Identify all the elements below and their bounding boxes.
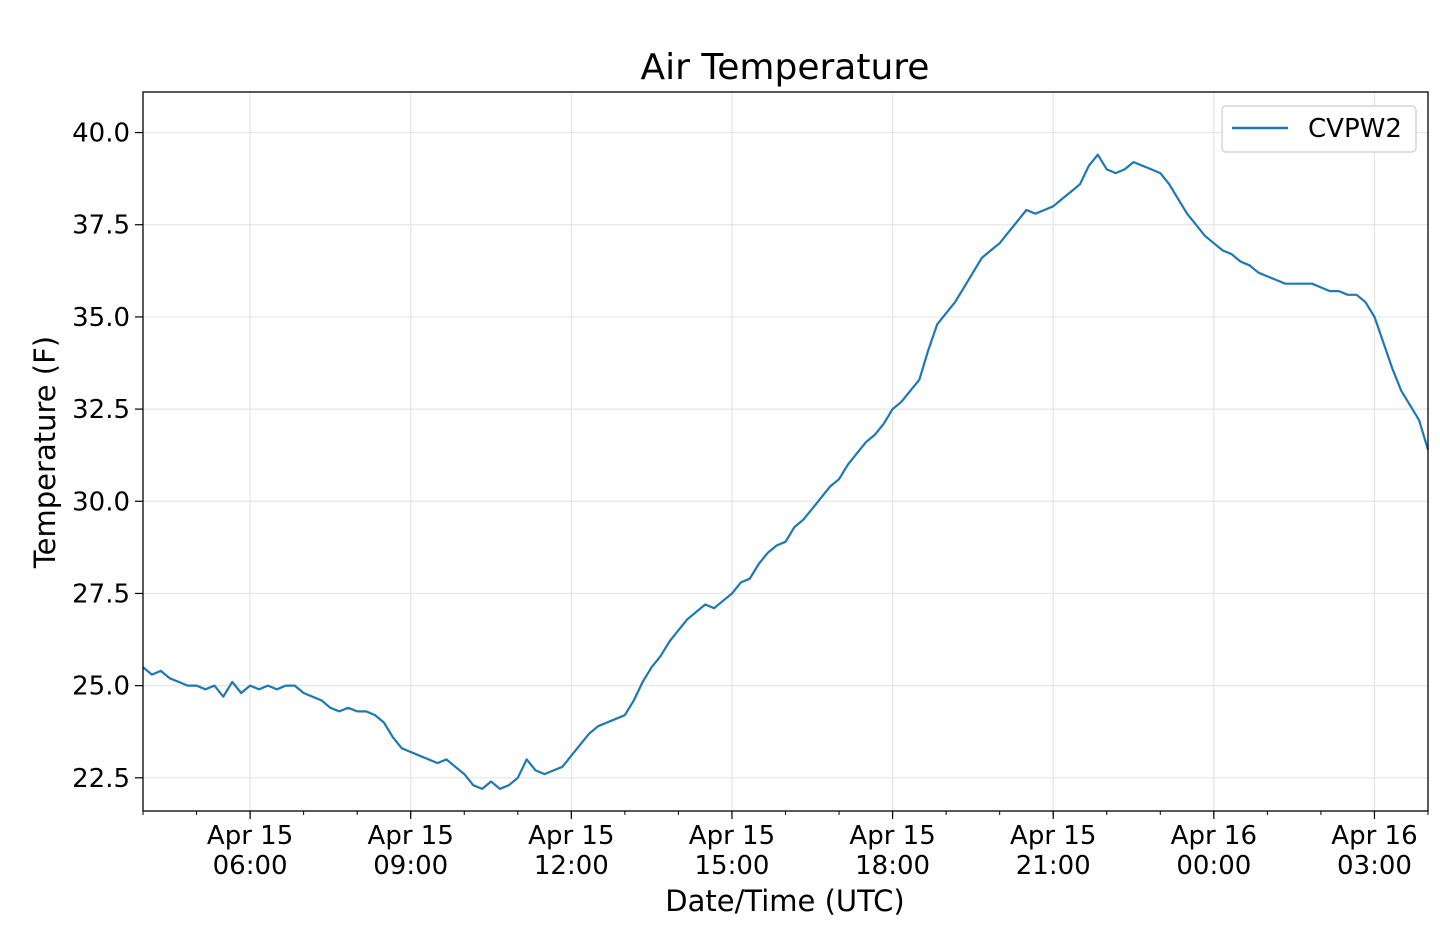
- y-tick-label: 32.5: [72, 395, 130, 425]
- x-tick-label-line2: 21:00: [1016, 851, 1091, 881]
- x-tick-label-line1: Apr 15: [368, 821, 454, 851]
- x-tick-label-line1: Apr 16: [1171, 821, 1257, 851]
- y-tick-label: 37.5: [72, 211, 130, 241]
- plot-lines: [142, 153, 1430, 791]
- x-tick-label-line2: 09:00: [373, 851, 448, 881]
- y-tick-label: 22.5: [72, 764, 130, 794]
- x-tick-label-line1: Apr 15: [528, 821, 614, 851]
- series-line-cvpw2: [142, 153, 1430, 791]
- x-tick-label-line1: Apr 15: [1010, 821, 1096, 851]
- x-tick-label-line2: 18:00: [855, 851, 930, 881]
- chart-title: Air Temperature: [641, 47, 930, 88]
- y-axis: 22.5 25.0 27.5 30.0 32.5 35.0 37.5 40.0: [72, 119, 143, 794]
- x-tick-label-line1: Apr 15: [689, 821, 775, 851]
- y-axis-label: Temperature (F): [28, 336, 62, 569]
- legend: CVPW2: [1221, 105, 1417, 153]
- x-axis-label: Date/Time (UTC): [665, 884, 904, 918]
- x-tick-label-line2: 00:00: [1176, 851, 1251, 881]
- legend-label-cvpw2: CVPW2: [1308, 114, 1402, 144]
- y-tick-label: 40.0: [72, 119, 130, 149]
- legend-box: [1221, 105, 1417, 153]
- y-tick-label: 27.5: [72, 579, 130, 609]
- plot-frame: [142, 91, 1429, 812]
- y-tick-label: 25.0: [72, 672, 130, 702]
- x-tick-label-line1: Apr 15: [207, 821, 293, 851]
- x-tick-label-line2: 12:00: [534, 851, 609, 881]
- x-tick-label-line2: 06:00: [213, 851, 288, 881]
- x-tick-label-line2: 03:00: [1337, 851, 1412, 881]
- grid-lines: [143, 92, 1428, 811]
- y-tick-label: 35.0: [72, 303, 130, 333]
- x-tick-label-line1: Apr 15: [849, 821, 935, 851]
- x-tick-label-line1: Apr 16: [1331, 821, 1417, 851]
- y-tick-label: 30.0: [72, 487, 130, 517]
- x-tick-label-line2: 15:00: [694, 851, 769, 881]
